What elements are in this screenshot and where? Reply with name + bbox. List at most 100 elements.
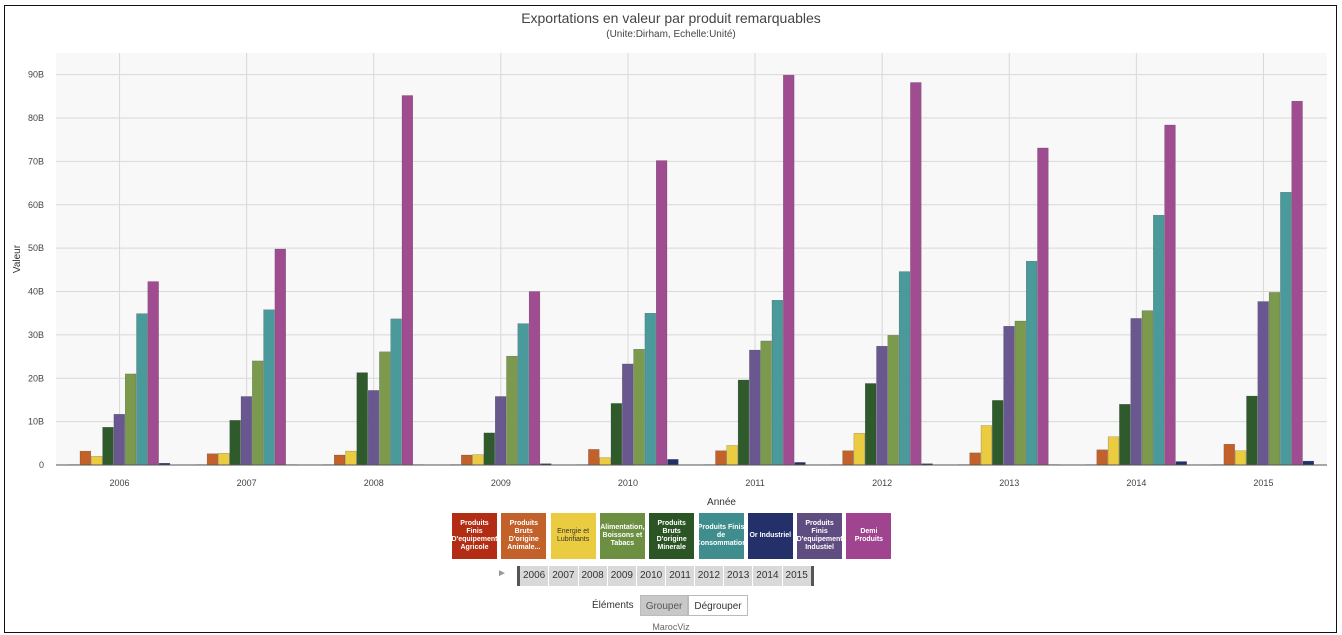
play-icon[interactable]: ►: [497, 568, 507, 579]
bar[interactable]: [610, 403, 623, 466]
bar[interactable]: [1119, 404, 1131, 466]
bar[interactable]: [367, 390, 380, 466]
bar[interactable]: [229, 420, 241, 466]
bar[interactable]: [356, 372, 368, 466]
bar[interactable]: [1223, 443, 1235, 466]
bar[interactable]: [483, 432, 495, 466]
bar[interactable]: [401, 95, 414, 466]
bar[interactable]: [876, 345, 888, 466]
bar[interactable]: [1257, 301, 1269, 466]
bar[interactable]: [853, 433, 865, 466]
legend-item[interactable]: Produits Finis de Consommation: [698, 513, 744, 559]
bar[interactable]: [334, 454, 346, 466]
bar[interactable]: [528, 291, 541, 466]
year-tick[interactable]: 2008: [579, 566, 608, 586]
legend-item[interactable]: Or Industriel: [747, 513, 793, 559]
bar[interactable]: [1164, 124, 1176, 466]
legend-item[interactable]: Produits Finis D'equipement Industiel: [797, 513, 843, 559]
year-tick[interactable]: 2006: [520, 566, 550, 586]
bar[interactable]: [79, 450, 92, 466]
bar[interactable]: [495, 396, 507, 466]
bar[interactable]: [656, 160, 668, 466]
bar[interactable]: [726, 445, 738, 466]
year-tick[interactable]: 2009: [608, 566, 637, 586]
legend-item[interactable]: Energie et Lubrifiants: [550, 513, 596, 559]
bar[interactable]: [771, 300, 784, 466]
bar[interactable]: [1037, 147, 1049, 466]
bar[interactable]: [91, 456, 103, 466]
bar[interactable]: [588, 449, 600, 466]
bar[interactable]: [887, 335, 899, 466]
bar[interactable]: [113, 414, 125, 466]
year-tick[interactable]: 2014: [753, 566, 783, 586]
bar[interactable]: [667, 459, 679, 466]
grouping-controls: Éléments Grouper Dégrouper: [592, 595, 748, 616]
bar[interactable]: [910, 82, 922, 466]
x-tick-label: 2012: [872, 478, 892, 488]
grouping-label: Éléments: [592, 600, 634, 611]
bar[interactable]: [599, 457, 611, 466]
group-button[interactable]: Grouper: [639, 595, 689, 616]
bar[interactable]: [461, 454, 473, 466]
bar[interactable]: [760, 340, 772, 466]
bar[interactable]: [136, 313, 148, 466]
bar[interactable]: [969, 452, 981, 466]
bar[interactable]: [252, 360, 264, 466]
year-tick[interactable]: 2007: [549, 566, 579, 586]
ungroup-button[interactable]: Dégrouper: [688, 595, 748, 616]
bar[interactable]: [1246, 395, 1258, 466]
year-tick[interactable]: 2013: [724, 566, 754, 586]
bar[interactable]: [1096, 449, 1108, 466]
bar[interactable]: [345, 450, 357, 466]
bar[interactable]: [1302, 460, 1315, 466]
bar[interactable]: [1234, 450, 1247, 466]
year-tick[interactable]: 2015: [785, 570, 808, 581]
bar[interactable]: [1003, 326, 1015, 466]
bar[interactable]: [898, 271, 911, 466]
bar[interactable]: [1291, 100, 1303, 466]
legend-item[interactable]: Produits Finis D'equipement Agricole: [452, 513, 497, 559]
legend-item[interactable]: Produits Bruts D'origine Animale...: [501, 513, 547, 559]
bar[interactable]: [737, 379, 750, 466]
bar[interactable]: [1141, 310, 1154, 466]
year-tick[interactable]: 2011: [666, 566, 695, 586]
bar[interactable]: [274, 248, 286, 466]
year-slider[interactable]: 2006 2007 2008 2009 2010 2011 2012 2013 2014 2015: [517, 566, 814, 586]
bar[interactable]: [147, 281, 159, 466]
bar[interactable]: [622, 363, 634, 466]
legend-item[interactable]: Alimentation, Boissons et Tabacs: [599, 513, 645, 559]
bar[interactable]: [240, 396, 253, 466]
bar[interactable]: [783, 74, 795, 466]
bar[interactable]: [633, 349, 645, 466]
bar[interactable]: [1107, 436, 1120, 466]
bar[interactable]: [124, 373, 137, 466]
bar[interactable]: [506, 355, 518, 466]
bar[interactable]: [1130, 318, 1142, 466]
bar[interactable]: [980, 425, 993, 466]
legend-item[interactable]: Demi Produits: [846, 513, 892, 559]
bar[interactable]: [218, 453, 230, 466]
bar[interactable]: [517, 323, 529, 466]
bar[interactable]: [1153, 214, 1165, 466]
bar[interactable]: [102, 427, 114, 466]
year-tick[interactable]: 2012: [695, 566, 725, 586]
bar[interactable]: [1280, 192, 1292, 466]
bar[interactable]: [206, 453, 219, 466]
bar[interactable]: [842, 450, 854, 466]
bar[interactable]: [379, 351, 391, 466]
bar[interactable]: [1025, 260, 1038, 466]
bar[interactable]: [992, 400, 1004, 466]
bar[interactable]: [472, 454, 484, 466]
y-tick-label: 60B: [28, 200, 44, 210]
bar[interactable]: [715, 450, 727, 466]
bar[interactable]: [1175, 461, 1187, 466]
year-tick[interactable]: 2010: [637, 566, 667, 586]
bar[interactable]: [263, 309, 275, 466]
bar[interactable]: [749, 349, 761, 466]
bar[interactable]: [1268, 292, 1281, 466]
bar[interactable]: [1014, 320, 1026, 466]
bar[interactable]: [865, 383, 877, 466]
bar[interactable]: [644, 313, 656, 466]
legend-item[interactable]: Produits Bruts D'origine Minerale: [649, 513, 695, 559]
bar[interactable]: [390, 318, 402, 466]
